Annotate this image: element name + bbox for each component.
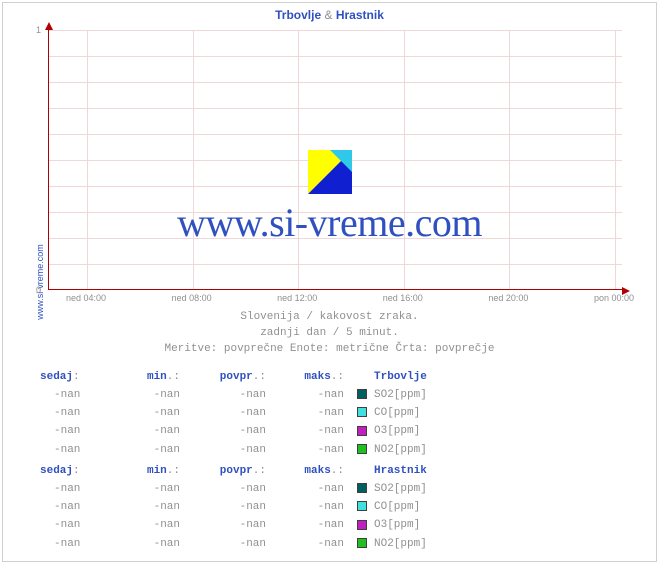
- watermark: www.si-vreme.com: [0, 150, 659, 246]
- cell-label: SO2[ppm]: [372, 480, 427, 498]
- hdr-povpr: povpr: [220, 371, 253, 383]
- cell-maks: -nan: [274, 516, 352, 534]
- watermark-logo-icon: [308, 150, 352, 194]
- cell-min: -nan: [116, 535, 188, 553]
- cell-sedaj: -nan: [40, 422, 116, 440]
- series-swatch-icon: [357, 483, 367, 493]
- gridline-h: [49, 134, 622, 135]
- cell-maks: -nan: [274, 404, 352, 422]
- series-swatch-icon: [357, 520, 367, 530]
- hdr-sedaj: sedaj: [40, 371, 73, 383]
- cell-min: -nan: [116, 422, 188, 440]
- cell-maks: -nan: [274, 386, 352, 404]
- table-header-row: sedaj:min.:povpr.:maks.:Hrastnik: [40, 462, 427, 480]
- cell-maks: -nan: [274, 441, 352, 459]
- cell-maks: -nan: [274, 422, 352, 440]
- cell-sedaj: -nan: [40, 516, 116, 534]
- cell-povpr: -nan: [188, 535, 274, 553]
- table-row: -nan-nan-nan-nanSO2[ppm]: [40, 386, 427, 404]
- table-header-row: sedaj:min.:povpr.:maks.:Trbovlje: [40, 368, 427, 386]
- table-row: -nan-nan-nan-nanO3[ppm]: [40, 422, 427, 440]
- cell-label: CO[ppm]: [372, 404, 420, 422]
- hdr-min: min: [147, 371, 167, 383]
- gridline-h: [49, 56, 622, 57]
- source-label: www.si-vreme.com: [35, 244, 45, 320]
- cell-label: O3[ppm]: [372, 516, 420, 534]
- cell-maks: -nan: [274, 498, 352, 516]
- x-tick-label: ned 12:00: [277, 293, 317, 303]
- table-row: -nan-nan-nan-nanNO2[ppm]: [40, 441, 427, 459]
- data-table-hrastnik: sedaj:min.:povpr.:maks.:Hrastnik-nan-nan…: [40, 462, 427, 553]
- x-tick-label: pon 00:00: [594, 293, 634, 303]
- y-tick-label: 1: [36, 25, 41, 35]
- cell-sedaj: -nan: [40, 480, 116, 498]
- series-swatch-icon: [357, 407, 367, 417]
- cell-sedaj: -nan: [40, 404, 116, 422]
- cell-min: -nan: [116, 516, 188, 534]
- cell-povpr: -nan: [188, 404, 274, 422]
- gridline-h: [49, 264, 622, 265]
- table-row: -nan-nan-nan-nanSO2[ppm]: [40, 480, 427, 498]
- x-tick-label: ned 20:00: [488, 293, 528, 303]
- hdr-maks: maks: [304, 465, 330, 477]
- cell-label: O3[ppm]: [372, 422, 420, 440]
- table-row: -nan-nan-nan-nanNO2[ppm]: [40, 535, 427, 553]
- series-swatch-icon: [357, 501, 367, 511]
- location-name: Trbovlje: [374, 371, 427, 383]
- cell-label: NO2[ppm]: [372, 535, 427, 553]
- data-table-trbovlje: sedaj:min.:povpr.:maks.:Trbovlje-nan-nan…: [40, 368, 427, 459]
- table-row: -nan-nan-nan-nanO3[ppm]: [40, 516, 427, 534]
- cell-povpr: -nan: [188, 516, 274, 534]
- cell-sedaj: -nan: [40, 498, 116, 516]
- cell-min: -nan: [116, 386, 188, 404]
- caption-line-2: zadnji dan / 5 minut.: [0, 326, 659, 342]
- cell-label: SO2[ppm]: [372, 386, 427, 404]
- cell-label: CO[ppm]: [372, 498, 420, 516]
- cell-min: -nan: [116, 441, 188, 459]
- gridline-h: [49, 30, 622, 31]
- title-separator: &: [324, 8, 332, 22]
- series-swatch-icon: [357, 426, 367, 436]
- cell-min: -nan: [116, 498, 188, 516]
- table-row: -nan-nan-nan-nanCO[ppm]: [40, 404, 427, 422]
- title-name-2: Hrastnik: [336, 8, 384, 22]
- cell-povpr: -nan: [188, 441, 274, 459]
- cell-povpr: -nan: [188, 498, 274, 516]
- cell-min: -nan: [116, 404, 188, 422]
- x-tick-label: ned 16:00: [383, 293, 423, 303]
- caption-line-3: Meritve: povprečne Enote: metrične Črta:…: [0, 342, 659, 358]
- cell-sedaj: -nan: [40, 535, 116, 553]
- series-swatch-icon: [357, 444, 367, 454]
- hdr-maks: maks: [304, 371, 330, 383]
- hdr-sedaj: sedaj: [40, 465, 73, 477]
- series-swatch-icon: [357, 389, 367, 399]
- gridline-h: [49, 108, 622, 109]
- cell-sedaj: -nan: [40, 386, 116, 404]
- hdr-povpr: povpr: [220, 465, 253, 477]
- cell-min: -nan: [116, 480, 188, 498]
- table-row: -nan-nan-nan-nanCO[ppm]: [40, 498, 427, 516]
- watermark-text: www.si-vreme.com: [177, 200, 482, 245]
- y-tick-label: 0: [36, 285, 41, 295]
- hdr-min: min: [147, 465, 167, 477]
- chart-title: Trbovlje & Hrastnik: [0, 8, 659, 22]
- location-name: Hrastnik: [374, 465, 427, 477]
- cell-label: NO2[ppm]: [372, 441, 427, 459]
- cell-maks: -nan: [274, 480, 352, 498]
- caption: Slovenija / kakovost zraka. zadnji dan /…: [0, 310, 659, 358]
- cell-povpr: -nan: [188, 422, 274, 440]
- y-axis-arrow-icon: [45, 22, 53, 30]
- title-name-1: Trbovlje: [275, 8, 321, 22]
- x-tick-label: ned 04:00: [66, 293, 106, 303]
- series-swatch-icon: [357, 538, 367, 548]
- caption-line-1: Slovenija / kakovost zraka.: [0, 310, 659, 326]
- x-tick-label: ned 08:00: [172, 293, 212, 303]
- gridline-h: [49, 82, 622, 83]
- cell-sedaj: -nan: [40, 441, 116, 459]
- cell-maks: -nan: [274, 535, 352, 553]
- cell-povpr: -nan: [188, 386, 274, 404]
- cell-povpr: -nan: [188, 480, 274, 498]
